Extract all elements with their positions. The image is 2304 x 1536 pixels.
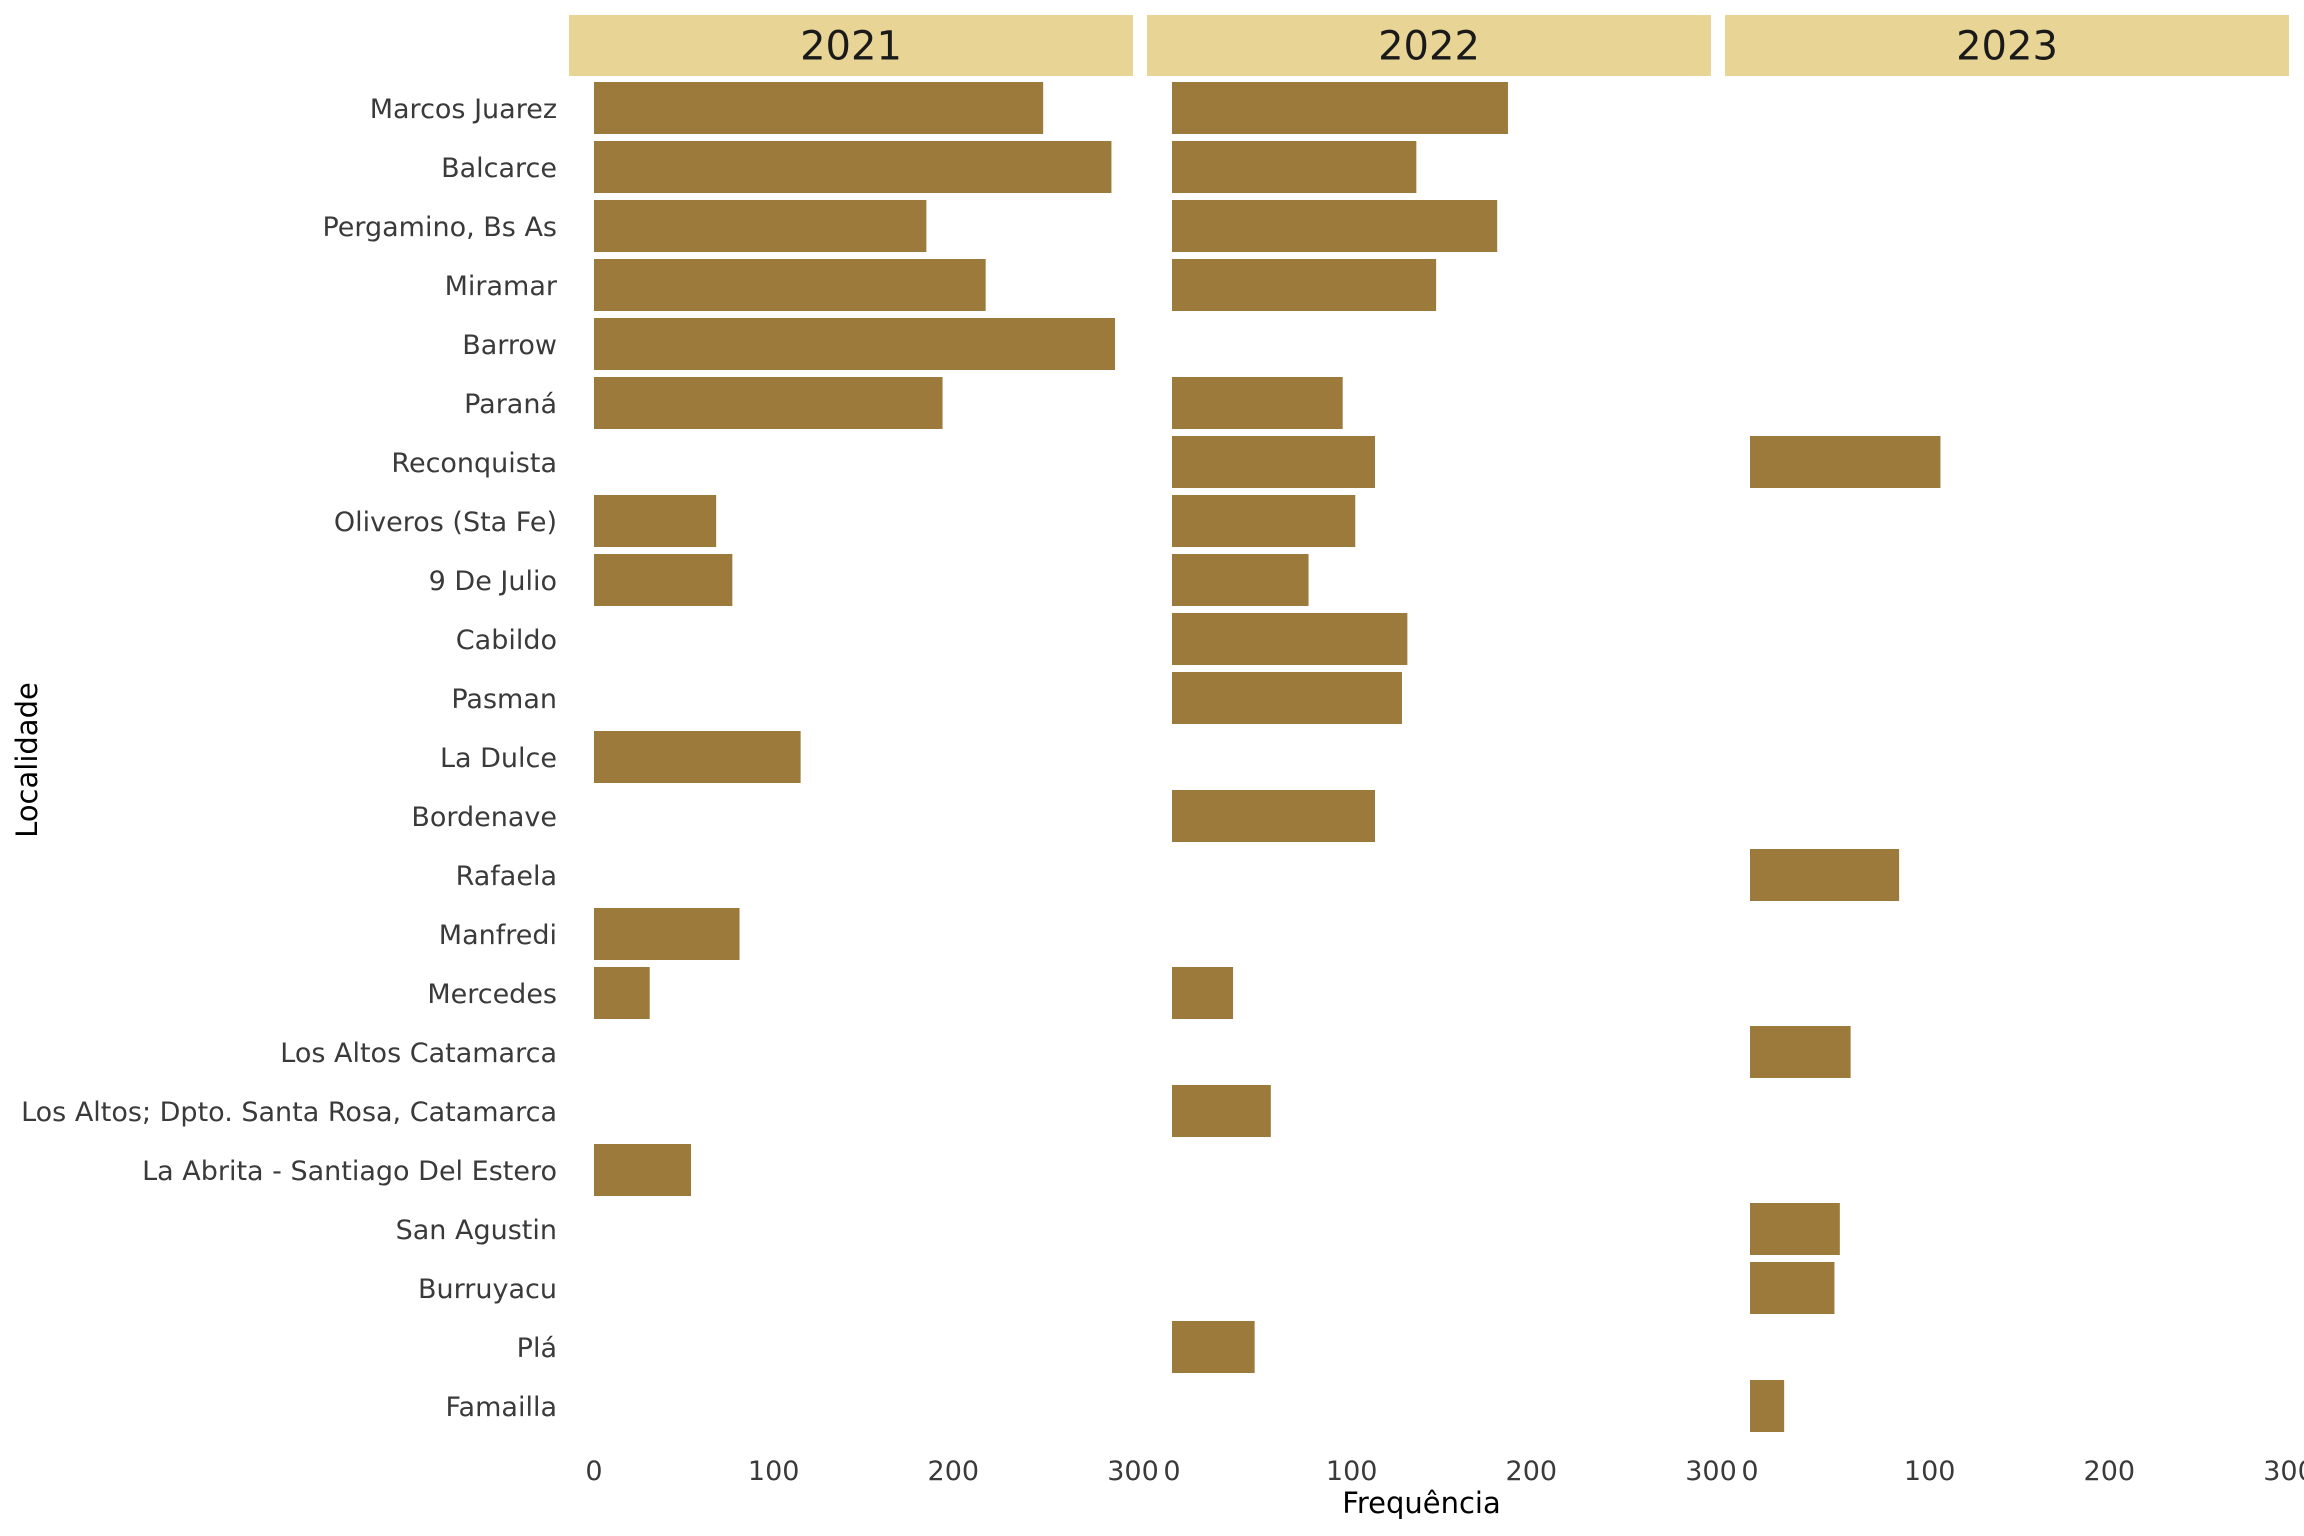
category-label: La Abrita - Santiago Del Estero: [142, 1156, 557, 1187]
facet-strip-2021: [569, 15, 1133, 76]
bar: [1172, 1085, 1271, 1137]
bar: [594, 1144, 692, 1196]
category-label: Oliveros (Sta Fe): [334, 507, 557, 538]
x-tick-label: 0: [1163, 1456, 1180, 1487]
category-labels: Marcos Juarez Balcarce Pergamino, Bs As Mir…: [21, 94, 558, 1423]
x-tick-label: 0: [585, 1456, 602, 1487]
bar: [594, 554, 733, 606]
bars: [594, 82, 1941, 1432]
category-label: Bordenave: [411, 802, 557, 833]
x-tick-label: 200: [2084, 1456, 2136, 1487]
bar: [594, 967, 650, 1019]
category-label: La Dulce: [440, 743, 557, 774]
bar: [1750, 1262, 1835, 1314]
x-tick-label: 200: [1506, 1456, 1558, 1487]
facet-strip-2023: [1725, 15, 2289, 76]
bar: [1172, 554, 1309, 606]
x-axis-title: Frequência: [1342, 1486, 1500, 1520]
y-axis-title: Localidade: [10, 682, 44, 838]
category-label: Rafaela: [456, 861, 557, 892]
category-label: Pergamino, Bs As: [322, 212, 557, 243]
category-label: Cabildo: [456, 625, 557, 656]
x-tick-label: 100: [748, 1456, 800, 1487]
category-label: Mercedes: [427, 979, 557, 1010]
bar: [1172, 1321, 1255, 1373]
category-label: 9 De Julio: [429, 566, 557, 597]
x-tick-label: 200: [928, 1456, 980, 1487]
category-label: Pasman: [451, 684, 557, 715]
bar: [1750, 1380, 1785, 1432]
category-label: Manfredi: [439, 920, 557, 951]
category-label: Paraná: [464, 389, 557, 420]
facet-title: 2023: [1956, 24, 2058, 70]
bar: [1750, 1203, 1840, 1255]
category-label: Plá: [517, 1333, 557, 1364]
category-label: Miramar: [445, 271, 558, 302]
bar: [594, 259, 986, 311]
bar: [1172, 377, 1343, 429]
bar: [594, 495, 717, 547]
bar: [594, 318, 1116, 370]
category-label: Marcos Juarez: [370, 94, 557, 125]
category-label: San Agustin: [396, 1215, 557, 1246]
bar: [1172, 436, 1376, 488]
bar: [1750, 1026, 1851, 1078]
bar: [1172, 259, 1437, 311]
bar: [1172, 967, 1234, 1019]
x-tick-label: 300: [2263, 1456, 2304, 1487]
facet-title: 2021: [800, 24, 902, 70]
bar: [1172, 141, 1417, 193]
bar: [594, 731, 801, 783]
x-tick-label: 300: [1107, 1456, 1159, 1487]
bar: [1172, 672, 1402, 724]
bar: [594, 377, 943, 429]
bar: [594, 141, 1112, 193]
facet-title: 2022: [1378, 24, 1480, 70]
facet-strips: 2021 2022 2023: [569, 15, 2289, 76]
bar: [1172, 613, 1408, 665]
category-label: Famailla: [446, 1392, 558, 1423]
bar: [594, 908, 740, 960]
bar: [1172, 790, 1376, 842]
bar: [1750, 436, 1941, 488]
bar: [594, 82, 1044, 134]
category-label: Burruyacu: [418, 1274, 557, 1305]
category-label: Los Altos Catamarca: [280, 1038, 557, 1069]
bar: [1172, 200, 1498, 252]
category-label: Balcarce: [441, 153, 557, 184]
x-tick-label: 300: [1685, 1456, 1737, 1487]
bar: [1172, 495, 1356, 547]
category-label: Barrow: [462, 330, 557, 361]
bar: [1750, 849, 1900, 901]
bar: [1172, 82, 1508, 134]
x-tick-label: 0: [1741, 1456, 1758, 1487]
facet-strip-2022: [1147, 15, 1711, 76]
bar: [594, 200, 927, 252]
x-tick-label: 100: [1326, 1456, 1378, 1487]
category-label: Los Altos; Dpto. Santa Rosa, Catamarca: [21, 1097, 557, 1128]
x-tick-labels: 010020030001002003000100200300: [585, 1456, 2304, 1487]
x-tick-label: 100: [1904, 1456, 1956, 1487]
category-label: Reconquista: [391, 448, 557, 479]
